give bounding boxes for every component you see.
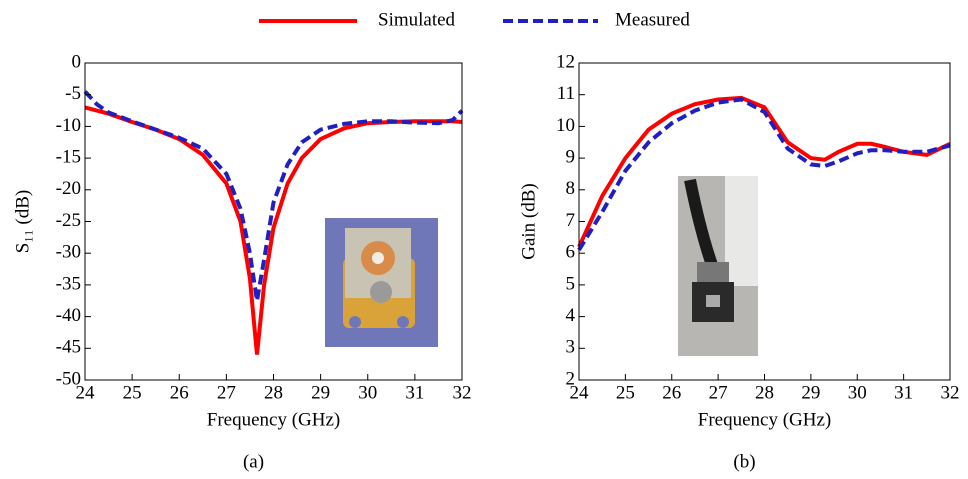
y-tick-label: -35 [56, 273, 81, 294]
y-tick-label: -25 [56, 210, 81, 231]
inset-photo-probe [678, 176, 758, 356]
caption: (a) [243, 451, 264, 472]
series-line [577, 95, 951, 248]
legend-label: Simulated [378, 9, 456, 30]
x-tick-label: 30 [848, 382, 867, 403]
inset-photo-antenna [325, 218, 438, 347]
y-tick-label: 11 [557, 83, 575, 104]
y-tick-label: -5 [65, 83, 81, 104]
x-tick-label: 24 [570, 382, 590, 403]
x-tick-label: 25 [123, 382, 142, 403]
x-tick-label: 28 [755, 382, 774, 403]
y-tick-label: -40 [56, 305, 81, 326]
y-tick-label: 10 [556, 115, 575, 136]
y-tick-label: 0 [72, 51, 82, 72]
series-line [84, 105, 463, 355]
series-line [577, 97, 951, 252]
y-axis-label: S₁₁ (dB) [12, 190, 33, 253]
x-tick-label: 26 [170, 382, 189, 403]
x-axis-label: Frequency (GHz) [207, 409, 340, 430]
x-tick-label: 24 [76, 382, 96, 403]
y-tick-label: 5 [566, 273, 576, 294]
y-tick-label: 4 [566, 305, 576, 326]
y-tick-label: -10 [56, 115, 81, 136]
y-tick-label: 8 [566, 178, 576, 199]
x-tick-label: 29 [311, 382, 330, 403]
y-tick-label: 6 [566, 242, 576, 263]
x-tick-label: 31 [894, 382, 913, 403]
y-tick-label: -30 [56, 242, 81, 263]
y-axis-label: Gain (dB) [518, 183, 539, 260]
legend-label: Measured [615, 9, 690, 30]
x-axis-label: Frequency (GHz) [698, 409, 831, 430]
x-tick-label: 27 [217, 382, 236, 403]
legend: Simulated Measured [259, 9, 690, 30]
x-tick-label: 31 [405, 382, 424, 403]
x-tick-label: 32 [453, 382, 472, 403]
x-tick-label: 29 [801, 382, 820, 403]
x-tick-label: 30 [358, 382, 377, 403]
y-tick-label: -20 [56, 178, 81, 199]
y-tick-label: -15 [56, 146, 81, 167]
x-tick-label: 28 [264, 382, 283, 403]
y-tick-label: -50 [56, 368, 81, 389]
x-tick-label: 25 [616, 382, 635, 403]
y-tick-label: 3 [566, 337, 576, 358]
y-tick-label: 7 [566, 210, 576, 231]
x-tick-label: 26 [662, 382, 681, 403]
x-tick-label: 32 [941, 382, 960, 403]
y-tick-label: -45 [56, 337, 81, 358]
caption: (b) [733, 451, 755, 472]
y-tick-label: 12 [556, 51, 575, 72]
y-tick-label: 9 [566, 146, 576, 167]
y-tick-label: 2 [566, 368, 576, 389]
x-tick-label: 27 [709, 382, 728, 403]
